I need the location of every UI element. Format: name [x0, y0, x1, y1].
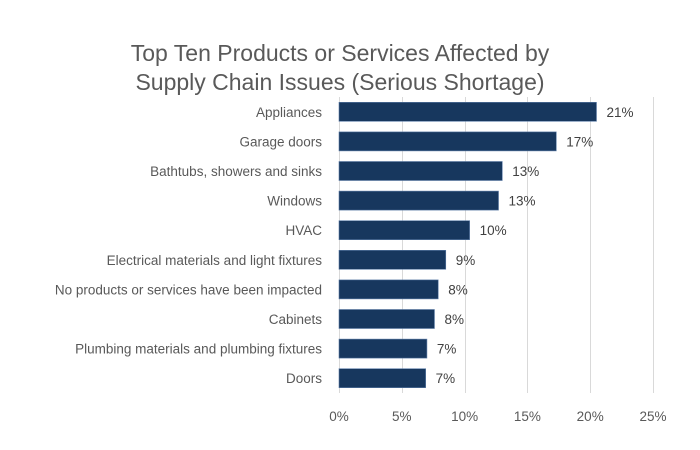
x-axis-tick-labels: 0% 5% 10% 15% 20% 25% [329, 409, 666, 424]
bar [338, 309, 435, 329]
data-label: 7% [437, 342, 457, 357]
bar [338, 102, 597, 122]
x-tick-label: 5% [392, 409, 412, 424]
chart-title: Top Ten Products or Services Affected by… [0, 39, 680, 97]
bar [338, 368, 426, 389]
category-labels: Appliances Garage doors Bathtubs, showers … [55, 105, 322, 386]
data-label: 8% [448, 282, 468, 297]
data-label: 13% [512, 164, 539, 179]
data-label: 10% [480, 223, 507, 238]
bar [338, 131, 557, 152]
bar [338, 279, 439, 300]
category-label: HVAC [285, 223, 322, 238]
bar [338, 338, 428, 359]
x-tick-label: 25% [639, 409, 666, 424]
data-label: 9% [456, 253, 476, 268]
chart-title-line-2: Supply Chain Issues (Serious Shortage) [135, 69, 545, 95]
data-labels: 21%17%13%13%10%9%8%8%7%7% [436, 105, 634, 386]
bar [338, 190, 499, 211]
category-label: Bathtubs, showers and sinks [150, 164, 322, 179]
category-label: No products or services have been impact… [55, 282, 322, 297]
x-tick-label: 0% [329, 409, 349, 424]
category-label: Appliances [256, 105, 322, 120]
x-tick-label: 20% [577, 409, 604, 424]
x-tick-label: 15% [514, 409, 541, 424]
bar [338, 220, 470, 240]
category-label: Garage doors [239, 134, 322, 149]
bars [338, 102, 597, 389]
category-label: Cabinets [269, 312, 323, 327]
data-label: 8% [444, 312, 464, 327]
data-label: 17% [566, 134, 593, 149]
data-label: 7% [436, 371, 456, 386]
category-label: Doors [286, 371, 322, 386]
x-tick-label: 10% [451, 409, 478, 424]
category-label: Plumbing materials and plumbing fixtures [75, 342, 322, 357]
category-label: Windows [267, 194, 322, 209]
data-label: 13% [509, 194, 536, 209]
chart-title-line-1: Top Ten Products or Services Affected by [130, 40, 550, 66]
bar [338, 161, 503, 181]
bar [338, 250, 447, 270]
data-label: 21% [606, 105, 633, 120]
category-label: Electrical materials and light fixtures [107, 253, 323, 268]
